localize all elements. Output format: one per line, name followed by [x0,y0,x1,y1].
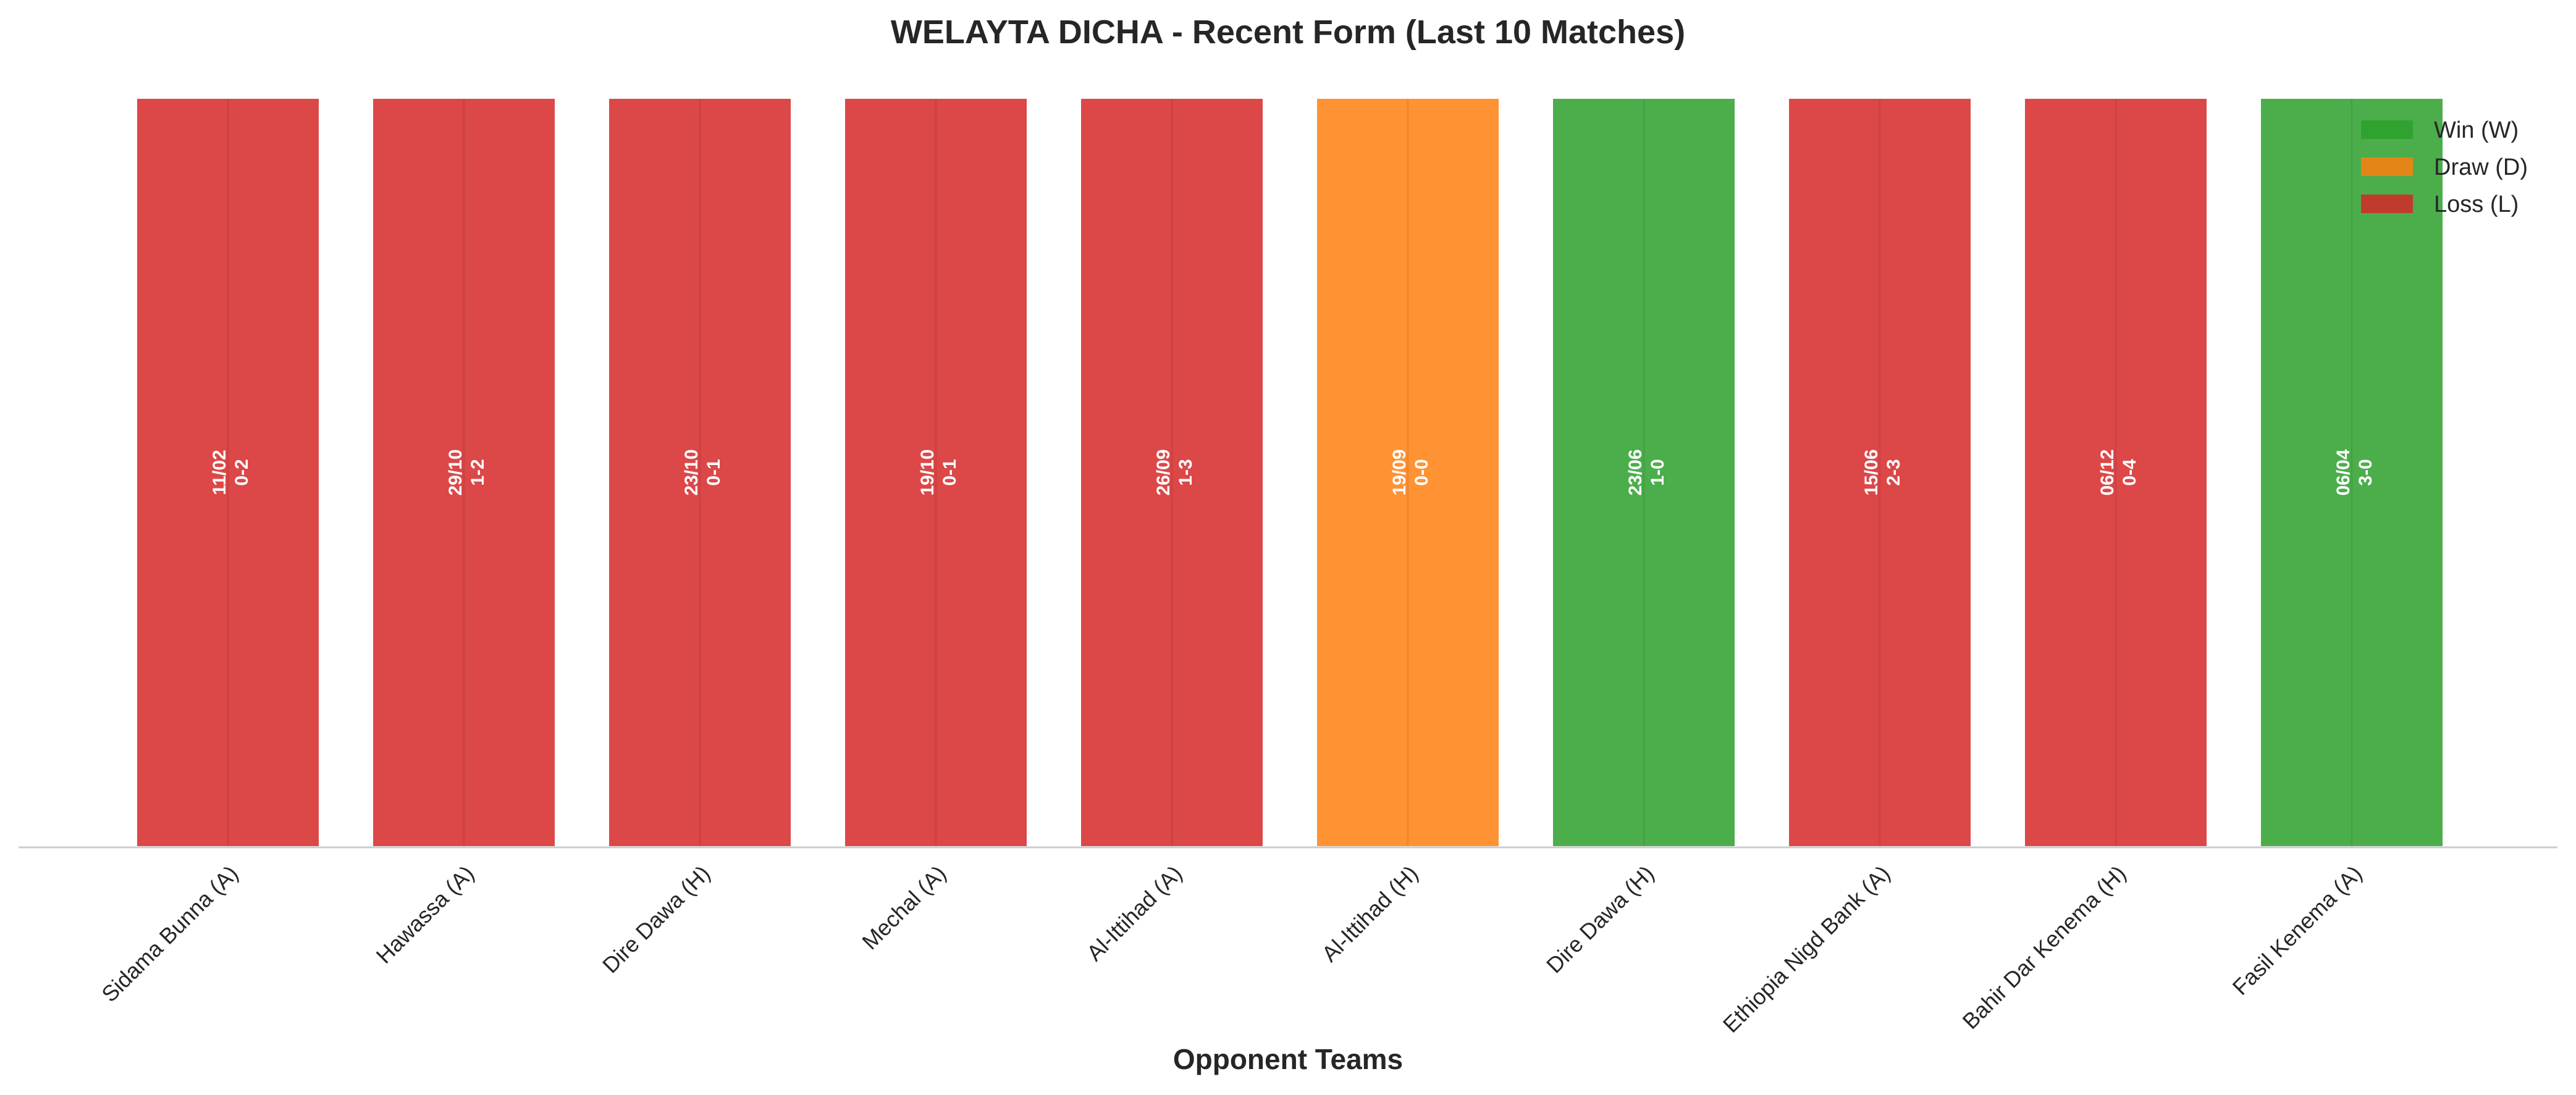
bar-data-label-6: 19/09 0-0 [1389,449,1432,495]
x-tick-label-7: Dire Dawa (H) [1541,860,1659,978]
x-tick-label-6: Al-Ittihad (H) [1316,860,1423,967]
bar-date-label: 11/02 [209,450,230,495]
x-axis-label: Opponent Teams [1173,1043,1403,1075]
x-tick-label-9: Bahir Dar Kenema (H) [1958,860,2131,1034]
bar-score-label: 1-2 [468,459,488,485]
bar-7 [1551,96,1737,849]
legend: Win (W) Draw (D) Loss (L) [2361,117,2528,217]
bar-data-label-8: 15/06 2-3 [1861,449,1904,495]
bar-date-label: 29/10 [445,449,466,495]
bar-date-label: 06/12 [2097,449,2118,495]
bar-data-label-5: 26/09 1-3 [1153,449,1196,495]
bar-score-label: 2-3 [1884,459,1904,485]
bar-score-label: 0-0 [1412,459,1432,485]
bar-data-label-7: 23/06 1-0 [1625,449,1668,495]
bar-10 [2258,96,2445,849]
chart-title: WELAYTA DICHA - Recent Form (Last 10 Mat… [891,14,1685,51]
bar-date-label: 06/04 [2333,449,2354,495]
bar-score-label: 0-4 [2119,459,2140,486]
legend-swatch-w [2361,120,2413,139]
bar-6 [1315,96,1501,849]
bar-data-label-4: 19/10 0-1 [917,449,960,495]
legend-swatch-l [2361,195,2413,213]
legend-label-w: Win (W) [2434,117,2519,143]
bar-5 [1079,96,1265,849]
bar-score-label: 3-0 [2355,459,2376,485]
x-tick-label-5: Al-Ittihad (A) [1082,860,1187,965]
x-tick-label-4: Mechal (A) [857,860,951,954]
bar-score-label: 0-1 [940,459,960,485]
x-tick-label-1: Sidama Bunna (A) [96,860,243,1007]
x-tick-label-8: Ethiopia Nigd Bank (A) [1718,860,1895,1038]
bar-date-label: 15/06 [1861,449,1882,495]
bar-data-label-3: 23/10 0-1 [681,449,724,495]
bar-2 [371,96,557,849]
x-tick-label-3: Dire Dawa (H) [597,860,715,978]
bar-date-label: 26/09 [1153,449,1174,495]
x-tick-label-10: Fasil Kenema (A) [2228,860,2367,1000]
bar-data-label-9: 06/12 0-4 [2097,449,2140,495]
bar-data-label-2: 29/10 1-2 [445,449,488,495]
bars-layer: 11/02 0-2 29/10 1-2 23/10 0-1 19/10 0-1 26/09 1-3… [135,96,2445,849]
bar-score-label: 0-1 [704,459,724,485]
bar-score-label: 1-3 [1176,459,1196,485]
bar-score-label: 1-0 [1648,459,1668,485]
x-tick-labels: Sidama Bunna (A) Hawassa (A) Dire Dawa (H)… [96,860,2367,1038]
bar-date-label: 19/10 [917,449,938,495]
legend-swatch-d [2361,157,2413,176]
bar-data-label-1: 11/02 0-2 [209,450,252,495]
bar-1 [135,96,321,849]
bar-3 [607,96,793,849]
bar-date-label: 19/09 [1389,449,1410,495]
bar-4 [843,96,1029,849]
legend-label-l: Loss (L) [2434,191,2519,217]
bar-data-label-10: 06/04 3-0 [2333,449,2376,495]
legend-label-d: Draw (D) [2434,154,2528,180]
bar-date-label: 23/10 [681,449,702,495]
x-tick-label-2: Hawassa (A) [371,860,479,968]
bar-score-label: 0-2 [232,459,252,485]
bar-date-label: 23/06 [1625,449,1646,495]
